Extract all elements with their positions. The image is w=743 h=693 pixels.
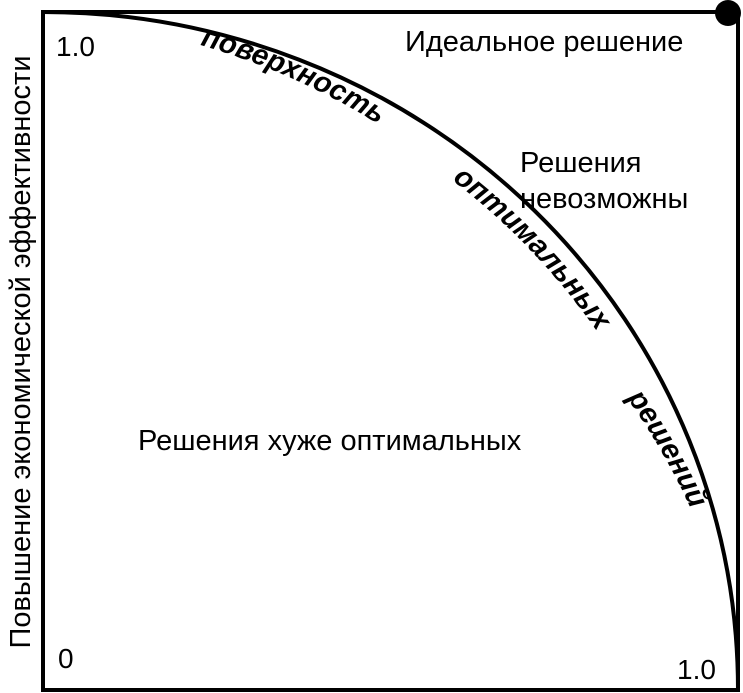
frontier-label-word1: поверхность — [198, 21, 391, 130]
impossible-label-line1: Решения — [520, 147, 642, 179]
y-axis-label: Повышение экономической эффективности — [5, 55, 37, 648]
origin-label: 0 — [58, 643, 74, 674]
ideal-solution-point — [715, 0, 741, 26]
frontier-label-part3: решений — [621, 383, 714, 513]
plot-frame — [41, 10, 740, 692]
impossible-label-line2: невозможны — [520, 183, 688, 215]
ideal-solution-label: Идеальное решение — [405, 26, 683, 58]
worse-solutions-label: Решения хуже оптимальных — [138, 425, 522, 457]
y-axis-max-label: 1.0 — [56, 31, 95, 62]
x-axis-max-label: 1.0 — [677, 654, 716, 685]
pareto-frontier-curve — [42, 10, 740, 691]
frontier-label-word3: решений — [621, 383, 714, 513]
frontier-label-part1: поверхность — [198, 21, 391, 130]
